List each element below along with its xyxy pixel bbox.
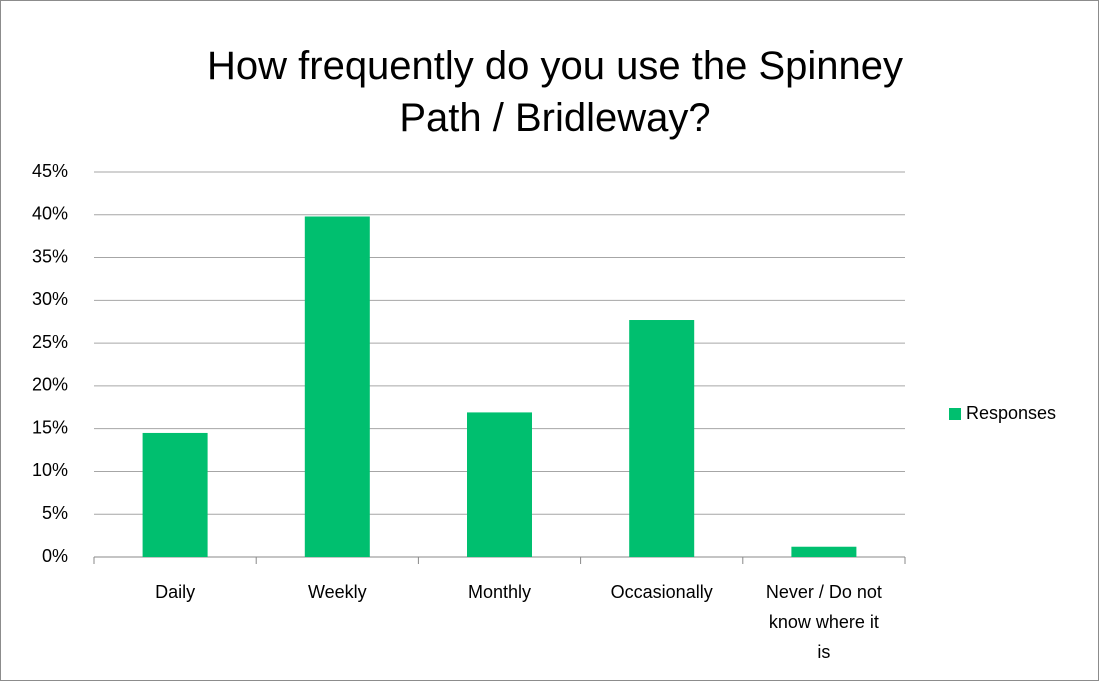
bar: [304, 216, 370, 557]
y-tick-label: 40%: [32, 204, 68, 224]
x-tick-label: Never / Do not know where it is: [765, 582, 882, 662]
x-tick-label: Weekly: [307, 582, 367, 602]
y-tick-label: 45%: [32, 161, 68, 181]
legend-label: Responses: [966, 403, 1056, 423]
bar: [142, 432, 208, 557]
y-tick-label: 30%: [32, 289, 68, 309]
x-tick-label: Monthly: [467, 582, 531, 602]
y-tick-label: 5%: [42, 503, 68, 523]
y-tick-label: 10%: [32, 460, 68, 480]
bar: [791, 546, 857, 557]
y-tick-label: 25%: [32, 332, 68, 352]
y-tick-label: 35%: [32, 246, 68, 266]
x-tick-label: Daily: [155, 582, 196, 602]
x-tick-label: Occasionally: [610, 582, 713, 602]
bar: [467, 412, 532, 557]
y-tick-label: 20%: [32, 375, 68, 395]
bar: [629, 320, 695, 557]
chart-title: How frequently do you use the Spinney Pa…: [207, 44, 903, 140]
y-tick-label: 15%: [32, 417, 68, 437]
legend-swatch: [949, 408, 961, 420]
y-tick-label: 0%: [42, 546, 68, 566]
